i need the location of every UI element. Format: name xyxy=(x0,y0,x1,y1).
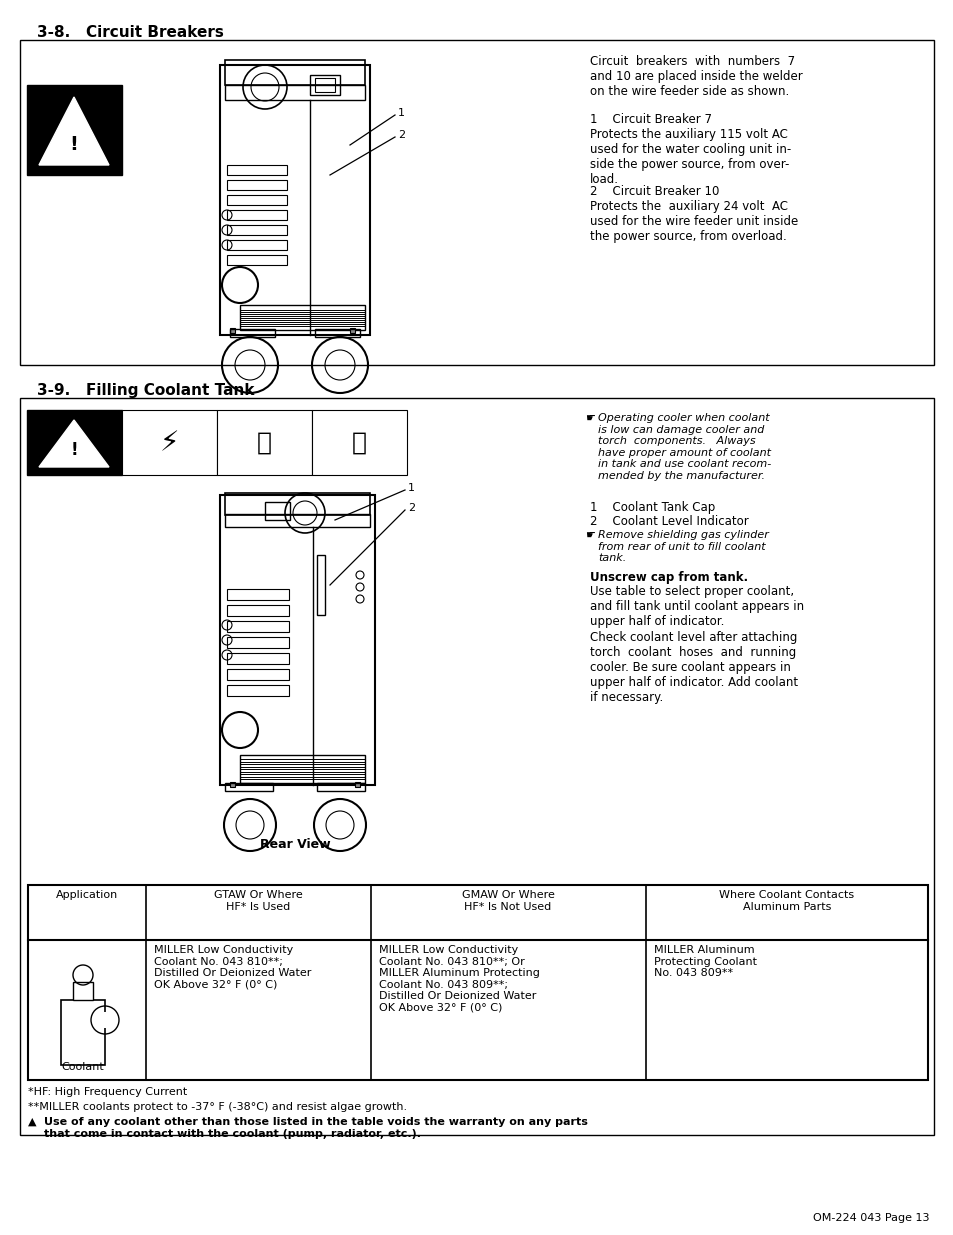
Bar xyxy=(230,782,234,787)
Bar xyxy=(225,783,273,790)
Bar xyxy=(227,653,289,664)
Bar xyxy=(28,885,927,1079)
Bar xyxy=(227,165,287,175)
Text: **MILLER coolants protect to -37° F (-38°C) and resist algae growth.: **MILLER coolants protect to -37° F (-38… xyxy=(28,1102,407,1112)
Bar xyxy=(227,605,289,616)
Bar xyxy=(122,410,216,475)
Bar xyxy=(227,225,287,235)
Text: ☛: ☛ xyxy=(584,530,595,540)
Text: Operating cooler when coolant
is low can damage cooler and
torch  components.   : Operating cooler when coolant is low can… xyxy=(598,412,770,480)
Bar xyxy=(27,85,122,175)
Text: *HF: High Frequency Current: *HF: High Frequency Current xyxy=(28,1087,187,1097)
Text: MILLER Low Conductivity
Coolant No. 043 810**; Or
MILLER Aluminum Protecting
Coo: MILLER Low Conductivity Coolant No. 043 … xyxy=(378,945,539,1013)
Text: 2    Circuit Breaker 10: 2 Circuit Breaker 10 xyxy=(589,185,719,198)
Text: GTAW Or Where
HF* Is Used: GTAW Or Where HF* Is Used xyxy=(213,890,302,911)
Bar xyxy=(225,493,370,515)
Text: 2: 2 xyxy=(397,130,405,140)
Text: !: ! xyxy=(70,136,78,154)
Text: ▲: ▲ xyxy=(28,1116,36,1128)
Text: 1    Circuit Breaker 7: 1 Circuit Breaker 7 xyxy=(589,112,711,126)
Text: 2: 2 xyxy=(408,503,415,513)
Bar xyxy=(73,982,92,1000)
Bar xyxy=(316,783,365,790)
Text: !: ! xyxy=(71,441,78,459)
Bar xyxy=(350,329,355,333)
Bar xyxy=(227,589,289,600)
Bar xyxy=(316,555,325,615)
Bar xyxy=(355,782,359,787)
Bar xyxy=(227,210,287,220)
Polygon shape xyxy=(39,98,109,165)
Text: Application: Application xyxy=(56,890,118,900)
Text: 3-9.   Filling Coolant Tank: 3-9. Filling Coolant Tank xyxy=(37,383,254,398)
Text: Coolant: Coolant xyxy=(62,1062,104,1072)
Text: Unscrew cap from tank.: Unscrew cap from tank. xyxy=(589,571,747,584)
Bar xyxy=(27,410,122,475)
Text: Circuit  breakers  with  numbers  7
and 10 are placed inside the welder
on the w: Circuit breakers with numbers 7 and 10 a… xyxy=(589,56,801,98)
Bar xyxy=(227,254,287,266)
Bar xyxy=(220,495,375,785)
Text: Check coolant level after attaching
torch  coolant  hoses  and  running
cooler. : Check coolant level after attaching torc… xyxy=(589,631,798,704)
Text: OM-224 043 Page 13: OM-224 043 Page 13 xyxy=(813,1213,929,1223)
Text: Use of any coolant other than those listed in the table voids the warranty on an: Use of any coolant other than those list… xyxy=(44,1116,587,1139)
Text: GMAW Or Where
HF* Is Not Used: GMAW Or Where HF* Is Not Used xyxy=(461,890,554,911)
Bar xyxy=(227,240,287,249)
Bar xyxy=(20,40,933,366)
Bar xyxy=(227,180,287,190)
Bar xyxy=(61,1000,105,1065)
Bar xyxy=(310,75,339,95)
Bar xyxy=(97,1011,112,1028)
Text: Use table to select proper coolant,
and fill tank until coolant appears in
upper: Use table to select proper coolant, and … xyxy=(589,585,803,629)
Bar xyxy=(225,61,365,85)
Text: Rear View: Rear View xyxy=(259,839,330,851)
Bar xyxy=(314,78,335,91)
Bar xyxy=(227,685,289,697)
Text: Where Coolant Contacts
Aluminum Parts: Where Coolant Contacts Aluminum Parts xyxy=(719,890,854,911)
Text: Remove shielding gas cylinder
from rear of unit to fill coolant
tank.: Remove shielding gas cylinder from rear … xyxy=(598,530,768,563)
Text: Protects the  auxiliary 24 volt  AC
used for the wire feeder unit inside
the pow: Protects the auxiliary 24 volt AC used f… xyxy=(589,200,798,243)
Bar xyxy=(230,329,234,333)
Text: MILLER Low Conductivity
Coolant No. 043 810**;
Distilled Or Deionized Water
OK A: MILLER Low Conductivity Coolant No. 043 … xyxy=(153,945,311,989)
Bar xyxy=(216,410,312,475)
Bar xyxy=(225,85,365,100)
Bar xyxy=(314,329,359,337)
Bar xyxy=(220,65,370,335)
Text: 💥: 💥 xyxy=(256,431,272,454)
Text: ☛: ☛ xyxy=(584,412,595,424)
Polygon shape xyxy=(39,420,109,467)
Bar xyxy=(240,305,365,330)
Text: 1: 1 xyxy=(408,483,415,493)
Text: Protects the auxiliary 115 volt AC
used for the water cooling unit in-
side the : Protects the auxiliary 115 volt AC used … xyxy=(589,128,790,186)
Bar xyxy=(240,755,365,783)
Text: 3-8.   Circuit Breakers: 3-8. Circuit Breakers xyxy=(37,25,224,40)
Bar xyxy=(225,514,370,527)
Bar xyxy=(227,195,287,205)
Bar xyxy=(227,669,289,680)
Text: 〰: 〰 xyxy=(351,431,366,454)
Text: 2    Coolant Level Indicator: 2 Coolant Level Indicator xyxy=(589,515,748,529)
Bar xyxy=(312,410,407,475)
Text: MILLER Aluminum
Protecting Coolant
No. 043 809**: MILLER Aluminum Protecting Coolant No. 0… xyxy=(654,945,757,978)
Text: 1: 1 xyxy=(397,107,405,119)
Bar xyxy=(227,637,289,648)
Bar xyxy=(20,398,933,1135)
Text: ⚡: ⚡ xyxy=(159,429,178,457)
Bar xyxy=(265,501,290,520)
Bar xyxy=(230,329,274,337)
Text: 1    Coolant Tank Cap: 1 Coolant Tank Cap xyxy=(589,501,715,514)
Bar xyxy=(227,621,289,632)
